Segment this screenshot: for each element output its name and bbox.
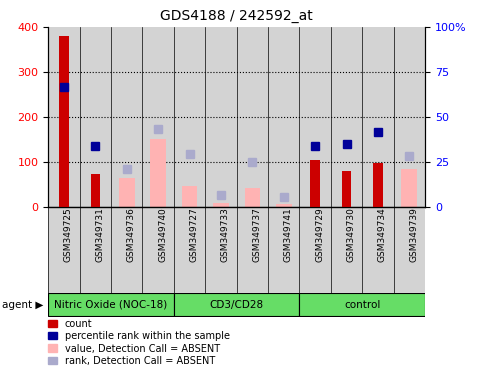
Bar bbox=[111, 27, 142, 207]
Bar bbox=[299, 27, 331, 207]
FancyBboxPatch shape bbox=[48, 293, 174, 316]
Bar bbox=[237, 27, 268, 207]
Bar bbox=[331, 207, 362, 294]
Text: GSM349730: GSM349730 bbox=[347, 207, 355, 262]
Bar bbox=[342, 171, 351, 207]
Title: GDS4188 / 242592_at: GDS4188 / 242592_at bbox=[160, 9, 313, 23]
Text: GSM349725: GSM349725 bbox=[64, 207, 73, 262]
Bar bbox=[299, 207, 331, 294]
Bar bbox=[205, 207, 237, 294]
Bar bbox=[244, 189, 260, 207]
Bar bbox=[362, 207, 394, 294]
Bar bbox=[91, 174, 100, 207]
Bar bbox=[268, 27, 299, 207]
Bar bbox=[237, 207, 268, 294]
Legend: count, percentile rank within the sample, value, Detection Call = ABSENT, rank, : count, percentile rank within the sample… bbox=[48, 319, 230, 366]
Bar bbox=[174, 27, 205, 207]
Text: GSM349727: GSM349727 bbox=[189, 207, 199, 262]
Text: GSM349733: GSM349733 bbox=[221, 207, 230, 262]
Text: CD3/CD28: CD3/CD28 bbox=[210, 300, 264, 310]
Bar bbox=[394, 207, 425, 294]
Text: GSM349740: GSM349740 bbox=[158, 207, 167, 262]
Bar bbox=[401, 169, 417, 207]
Text: GSM349741: GSM349741 bbox=[284, 207, 293, 262]
FancyBboxPatch shape bbox=[299, 293, 425, 316]
Bar bbox=[142, 207, 174, 294]
Bar bbox=[373, 163, 383, 207]
Bar bbox=[119, 178, 135, 207]
Bar bbox=[205, 27, 237, 207]
FancyBboxPatch shape bbox=[174, 293, 299, 316]
Bar bbox=[331, 27, 362, 207]
Bar bbox=[268, 207, 299, 294]
Bar bbox=[311, 160, 320, 207]
Text: GSM349737: GSM349737 bbox=[253, 207, 261, 262]
Text: GSM349736: GSM349736 bbox=[127, 207, 136, 262]
Bar bbox=[182, 186, 198, 207]
Bar bbox=[150, 139, 166, 207]
Bar bbox=[362, 27, 394, 207]
Bar bbox=[174, 207, 205, 294]
Bar bbox=[213, 203, 229, 207]
Bar bbox=[276, 204, 292, 207]
Bar bbox=[394, 27, 425, 207]
Bar bbox=[142, 27, 174, 207]
Text: GSM349734: GSM349734 bbox=[378, 207, 387, 262]
Text: GSM349739: GSM349739 bbox=[410, 207, 418, 262]
Text: Nitric Oxide (NOC-18): Nitric Oxide (NOC-18) bbox=[55, 300, 168, 310]
Bar bbox=[48, 27, 80, 207]
Bar bbox=[80, 27, 111, 207]
Text: agent ▶: agent ▶ bbox=[2, 300, 44, 310]
Bar bbox=[80, 207, 111, 294]
Bar bbox=[59, 36, 69, 207]
Text: GSM349729: GSM349729 bbox=[315, 207, 324, 262]
Bar bbox=[48, 207, 80, 294]
Text: control: control bbox=[344, 300, 381, 310]
Bar bbox=[111, 207, 142, 294]
Text: GSM349731: GSM349731 bbox=[96, 207, 104, 262]
